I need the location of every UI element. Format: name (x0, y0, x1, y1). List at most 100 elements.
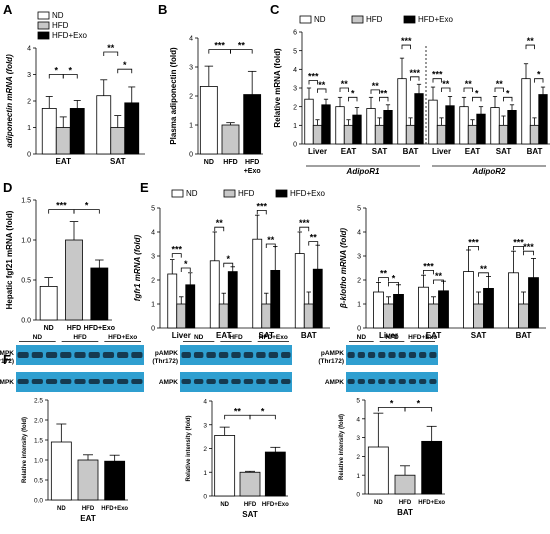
panel-e-klotho-bar (528, 277, 539, 329)
panel-c-significance-label: * (506, 88, 510, 98)
panel-e-fgfr1-significance-label: ** (267, 235, 275, 245)
panel-f-bat-blot-band (388, 379, 396, 384)
panel-a-bar (69, 108, 85, 155)
panel-d-significance-label: * (85, 201, 89, 211)
panel-c-category-label: BAT (527, 147, 543, 156)
panel-e-klotho-bar (508, 272, 519, 329)
panel-e-fgfr1-significance-label: *** (171, 245, 182, 255)
panel-f-bat-y-tick-label: 1 (356, 473, 360, 480)
panel-c-significance-bracket (339, 87, 349, 92)
panel-c-significance-bracket (401, 44, 411, 50)
panel-f-eat-blot-band (117, 379, 129, 384)
panel-c-significance-label: ** (318, 80, 326, 90)
panel-f-bat-blot-band (398, 352, 406, 358)
panel-c-bar (321, 104, 331, 145)
panel-b-category-label: +Exo (244, 168, 261, 175)
panel-f-bat-bar (367, 446, 389, 495)
panel-e-fgfr1-bar (218, 303, 229, 329)
panel-c-significance-label: *** (432, 70, 443, 80)
panel-b-y-tick-label: 2 (189, 94, 193, 101)
panel-c-significance-bracket (379, 96, 389, 102)
panel-a-bar (110, 127, 126, 155)
panel-a-y-tick-label: 0 (27, 152, 31, 159)
panel-f-sat-significance-label: ** (234, 406, 242, 416)
panel-d-y-axis-label: Hepatic fgf21 mRNA (fold) (5, 210, 14, 309)
panel-f-sat-blot-label: pAMPK (155, 350, 178, 357)
panel-f-bat-lane-header: HFD+Exo (408, 334, 437, 341)
panel-c-significance-label: ** (380, 88, 388, 98)
panel-e-fgfr1-y-tick-label: 2 (151, 278, 155, 285)
panel-e-fgfr1-bar (270, 269, 281, 329)
panel-c-significance-bracket (432, 78, 442, 83)
panel-c-bar (383, 110, 393, 145)
panel-f-sat-lane-header: HFD+Exo (259, 334, 288, 341)
panel-c-bar (428, 99, 438, 145)
panel-e-fgfr1-significance-label: *** (299, 218, 310, 228)
panel-e-klotho-significance-label: *** (423, 261, 434, 271)
panel-d-y-tick-label: 0.5 (21, 278, 31, 285)
panel-f-bat-blot-band (378, 379, 386, 384)
panel-f-eat-y-tick-label: 1.5 (34, 438, 43, 445)
panel-f-bat-y-tick-label: 4 (356, 416, 360, 423)
panel-e-klotho-significance-label: *** (468, 237, 479, 247)
panel-f-eat-blot-label: pAMPK (0, 350, 14, 357)
panel-e-fgfr1-significance-bracket (171, 253, 182, 258)
panel-c-bar (490, 107, 500, 145)
panel-e-klotho-y-tick-label: 0 (357, 326, 361, 333)
panel-f-eat-bar (104, 460, 126, 501)
panel-f-eat-blot-label: (Thr172) (0, 358, 14, 365)
panel-e-klotho-significance-bracket (468, 246, 479, 251)
panel-c-significance-bracket (494, 87, 504, 92)
panel-f-eat-y-tick-label: 2.5 (34, 398, 43, 405)
panel-b-significance-bracket (230, 49, 253, 54)
panel-c-significance-label: * (475, 88, 479, 98)
panel-c-significance-label: ** (372, 81, 380, 91)
panel-f-bat-blot-band (357, 379, 365, 384)
panel-f-bat-y-axis-label: Relative intensity (fold) (339, 414, 345, 480)
panel-f-eat-blot-band (74, 379, 86, 384)
panel-c-significance-bracket (317, 88, 327, 93)
panel-f-eat-blot-band (88, 379, 100, 384)
panel-c-y-axis-label: Relative mRNA (fold) (273, 48, 282, 128)
panel-a-legend-swatch (37, 21, 50, 30)
panel-f-bat-blot-band (367, 352, 376, 358)
panel-f-sat-blot-band (206, 352, 216, 358)
panel-b-category-label: HFD (223, 159, 237, 166)
panel-f-sat-blot-band (268, 379, 279, 384)
panel-c-bar (436, 124, 447, 145)
panel-a-legend-label: ND (52, 11, 64, 20)
panel-a-bar (96, 95, 112, 155)
panel-e-fgfr1-y-tick-label: 1 (151, 302, 155, 309)
panel-a-y-tick-label: 4 (27, 46, 31, 53)
panel-e-klotho-bar (518, 303, 529, 329)
panel-d-bar (65, 239, 83, 321)
panel-c-significance-bracket (463, 87, 473, 92)
panel-a-y-tick-label: 1 (27, 125, 31, 132)
panel-e-klotho-bar (383, 303, 394, 329)
panel-e-fgfr1-y-axis-label: fgfr1 mRNA (fold) (133, 234, 142, 301)
panel-f-sat-blot-band (218, 379, 229, 384)
panel-e-legend-label: ND (186, 189, 198, 198)
panel-c-significance-bracket (441, 87, 451, 92)
panel-e-klotho-significance-bracket (388, 282, 399, 287)
panel-f-sat-blot-band (193, 379, 204, 384)
panel-e-klotho-significance-bracket (378, 277, 389, 282)
panel-e-fgfr1-bar (167, 273, 178, 329)
panel-f-eat-blot-band (88, 352, 100, 358)
panel-e-fgfr1-bar (261, 303, 272, 329)
panel-c-group-label: AdipoR1 (346, 167, 380, 176)
panel-f-sat-category-label: HFD+Exo (262, 502, 289, 508)
panel-c-significance-bracket (472, 96, 482, 102)
panel-e-klotho-y-tick-label: 2 (357, 278, 361, 285)
panel-c-legend-swatch (299, 15, 312, 24)
panel-e-klotho-bar (373, 291, 384, 329)
panel-e-fgfr1-significance-bracket (223, 262, 234, 268)
panel-d-y-tick-label: 1.5 (21, 198, 31, 205)
panel-c-significance-bracket (503, 96, 513, 102)
panel-f-bat-blot-band (429, 352, 437, 358)
panel-e-fgfr1-significance-bracket (256, 210, 267, 215)
panel-c-legend-label: ND (314, 15, 326, 24)
panel-f-bat-blot-band (419, 379, 427, 384)
